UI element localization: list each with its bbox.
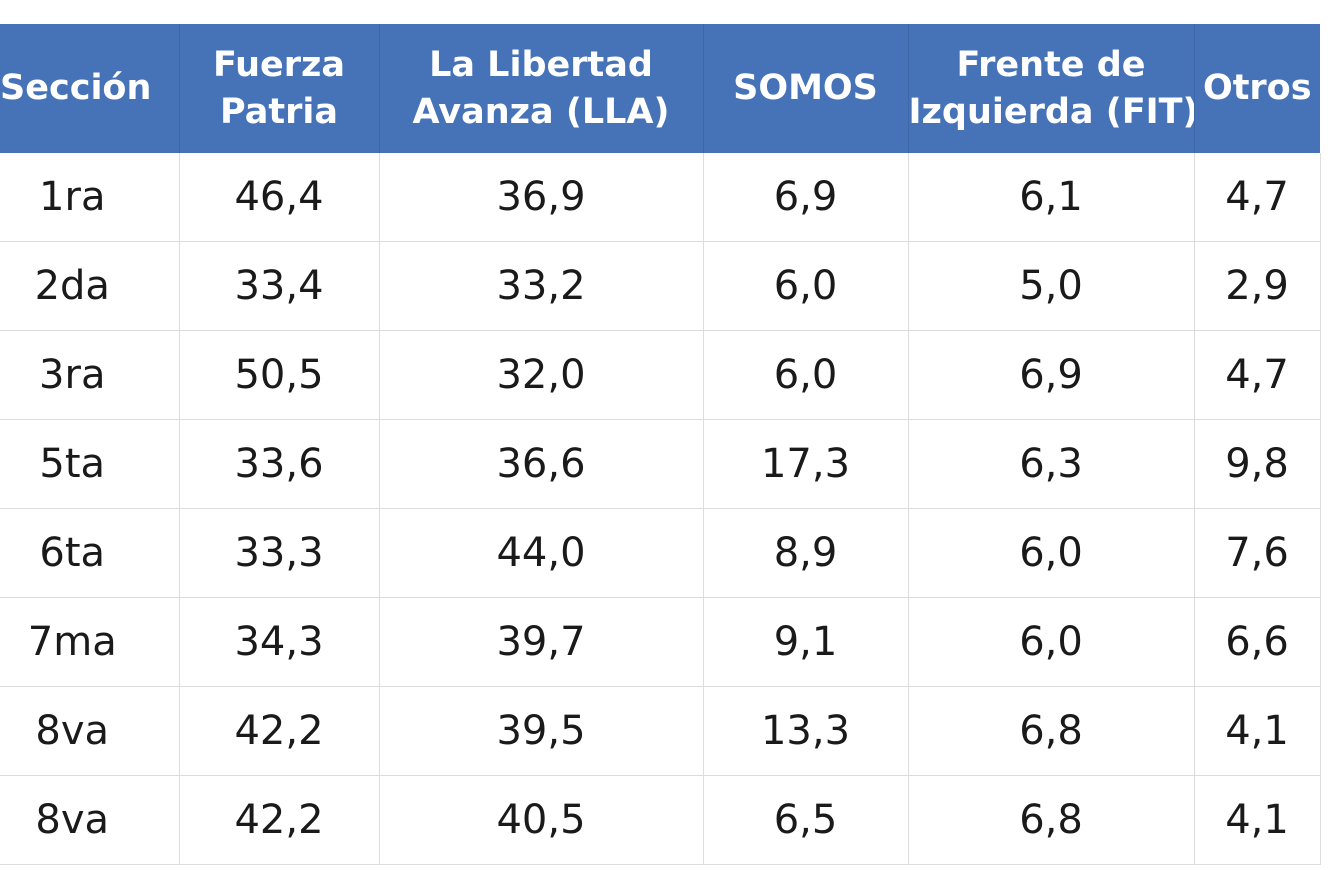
value-cell: 39,5 xyxy=(379,686,704,776)
value-cell: 6,0 xyxy=(703,330,909,420)
table-row: 7ma 34,3 39,7 9,1 6,0 6,6 xyxy=(0,597,1321,687)
value-cell: 34,3 xyxy=(179,597,380,687)
value-cell: 50,5 xyxy=(179,330,380,420)
column-header-line: Izquierda (FIT) xyxy=(908,91,1194,132)
table-row: 5ta 33,6 36,6 17,3 6,3 9,8 xyxy=(0,419,1321,509)
value-cell: 6,8 xyxy=(908,775,1195,865)
value-cell: 39,7 xyxy=(379,597,704,687)
value-cell: 44,0 xyxy=(379,508,704,598)
header-frente-izquierda: Frente de Izquierda (FIT) xyxy=(908,24,1195,153)
value-cell: 7,6 xyxy=(1194,508,1321,598)
section-cell: 7ma xyxy=(0,597,180,687)
value-cell: 6,5 xyxy=(703,775,909,865)
column-header-line: SOMOS xyxy=(733,68,878,108)
value-cell: 6,1 xyxy=(908,153,1195,242)
section-cell: 8va xyxy=(0,686,180,776)
column-header-line: Otros xyxy=(1202,68,1312,108)
value-cell: 4,1 xyxy=(1194,775,1321,865)
column-header-line: Patria xyxy=(220,91,338,132)
value-cell: 8,9 xyxy=(703,508,909,598)
header-somos: SOMOS xyxy=(703,24,909,153)
header-la-libertad-avanza: La Libertad Avanza (LLA) xyxy=(379,24,704,153)
table-row: 2da 33,4 33,2 6,0 5,0 2,9 xyxy=(0,241,1321,331)
value-cell: 32,0 xyxy=(379,330,704,420)
column-header-line: La Libertad xyxy=(429,44,653,85)
value-cell: 33,6 xyxy=(179,419,380,509)
value-cell: 6,0 xyxy=(908,597,1195,687)
value-cell: 9,8 xyxy=(1194,419,1321,509)
value-cell: 42,2 xyxy=(179,686,380,776)
value-cell: 5,0 xyxy=(908,241,1195,331)
section-cell: 8va xyxy=(0,775,180,865)
section-cell: 1ra xyxy=(0,153,180,242)
value-cell: 40,5 xyxy=(379,775,704,865)
value-cell: 46,4 xyxy=(179,153,380,242)
section-cell: 5ta xyxy=(0,419,180,509)
column-header-line: Fuerza xyxy=(212,44,346,85)
table-row: 8va 42,2 39,5 13,3 6,8 4,1 xyxy=(0,686,1321,776)
value-cell: 4,1 xyxy=(1194,686,1321,776)
value-cell: 36,6 xyxy=(379,419,704,509)
value-cell: 6,0 xyxy=(908,508,1195,598)
value-cell: 36,9 xyxy=(379,153,704,242)
table-row: 1ra 46,4 36,9 6,9 6,1 4,7 xyxy=(0,153,1321,242)
table-body: 1ra 46,4 36,9 6,9 6,1 4,7 2da 33,4 33,2 6,0 5,0 2,9… xyxy=(0,153,1321,865)
table-header: Sección Fuerza Patria La Libertad Avanza (LL… xyxy=(0,24,1320,153)
value-cell: 42,2 xyxy=(179,775,380,865)
header-fuerza-patria: Fuerza Patria xyxy=(179,24,380,153)
value-cell: 6,9 xyxy=(703,153,909,242)
column-header-line: Sección xyxy=(0,68,152,108)
column-header-line: Frente de xyxy=(956,44,1146,85)
value-cell: 6,0 xyxy=(703,241,909,331)
table-row: 3ra 50,5 32,0 6,0 6,9 4,7 xyxy=(0,330,1321,420)
results-table: Sección Fuerza Patria La Libertad Avanza (LL… xyxy=(0,24,1321,865)
table-row: 8va 42,2 40,5 6,5 6,8 4,1 xyxy=(0,775,1321,865)
section-cell: 6ta xyxy=(0,508,180,598)
value-cell: 4,7 xyxy=(1194,330,1321,420)
value-cell: 6,8 xyxy=(908,686,1195,776)
value-cell: 33,2 xyxy=(379,241,704,331)
value-cell: 6,6 xyxy=(1194,597,1321,687)
table-row: 6ta 33,3 44,0 8,9 6,0 7,6 xyxy=(0,508,1321,598)
header-row: Sección Fuerza Patria La Libertad Avanza (LL… xyxy=(0,24,1320,153)
value-cell: 6,3 xyxy=(908,419,1195,509)
section-cell: 2da xyxy=(0,241,180,331)
value-cell: 6,9 xyxy=(908,330,1195,420)
value-cell: 33,3 xyxy=(179,508,380,598)
column-header-line: Avanza (LLA) xyxy=(412,91,670,132)
header-seccion: Sección xyxy=(0,24,180,153)
value-cell: 9,1 xyxy=(703,597,909,687)
value-cell: 13,3 xyxy=(703,686,909,776)
section-cell: 3ra xyxy=(0,330,180,420)
value-cell: 2,9 xyxy=(1194,241,1321,331)
value-cell: 33,4 xyxy=(179,241,380,331)
value-cell: 4,7 xyxy=(1194,153,1321,242)
header-otros: Otros xyxy=(1194,24,1320,153)
value-cell: 17,3 xyxy=(703,419,909,509)
